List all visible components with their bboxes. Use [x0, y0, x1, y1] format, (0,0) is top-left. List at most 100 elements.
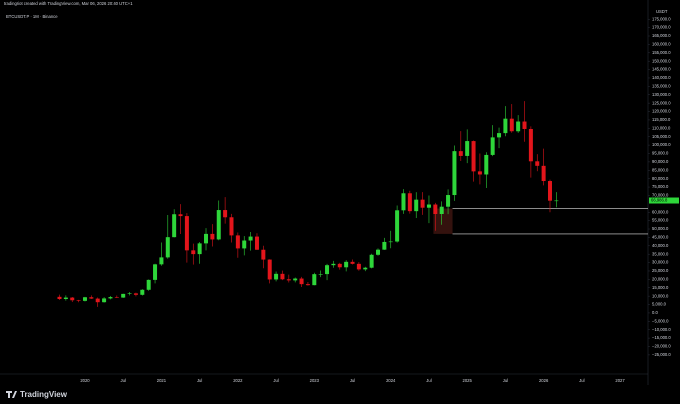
y-tick-label: 70,000.0	[652, 193, 669, 198]
logo-text: TradingView	[20, 390, 68, 399]
candle-body	[350, 261, 355, 264]
y-tick-label: 10,000.0	[652, 293, 669, 298]
x-tick-label: Jul	[426, 378, 431, 383]
y-tick-label: 160,000.0	[652, 42, 671, 47]
y-tick-label: −25,000.0	[652, 352, 671, 357]
candle-body	[407, 193, 412, 212]
candle-body	[95, 298, 100, 303]
candle-body	[127, 293, 132, 294]
candle-body	[477, 171, 482, 175]
y-tick-label: −10,000.0	[652, 327, 671, 332]
y-tick-label: 95,000.0	[652, 151, 669, 156]
symbol-title: BTCUSDT.P · 1M · Binance	[6, 14, 58, 19]
y-tick-label: 20,000.0	[652, 276, 669, 281]
candle-body	[286, 279, 291, 281]
y-tick-label: 125,000.0	[652, 100, 671, 105]
candle-body	[509, 118, 514, 132]
candle-body	[261, 249, 266, 260]
candle-body	[535, 161, 540, 166]
candle-body	[471, 141, 476, 172]
candle-body	[146, 279, 151, 290]
candle-body	[216, 210, 221, 240]
candle-body	[235, 235, 240, 249]
y-tick-label: 150,000.0	[652, 58, 671, 63]
logo-icon	[6, 391, 17, 398]
y-tick-label: 75,000.0	[652, 184, 669, 189]
candle-body	[465, 141, 470, 156]
candle-body	[178, 214, 183, 217]
candle-body	[165, 237, 170, 258]
candle-body	[376, 249, 380, 255]
candle-body	[382, 241, 387, 250]
candle-body	[140, 289, 145, 295]
candle-body	[528, 128, 533, 162]
candle-body	[395, 210, 400, 242]
candle-body	[159, 257, 164, 265]
footer	[0, 385, 680, 404]
candle-body	[280, 273, 285, 280]
candle-body	[356, 263, 361, 270]
candle-body	[70, 297, 75, 301]
candle-body	[452, 151, 457, 196]
candle-body	[420, 199, 425, 208]
last-price-label: 66,986.8	[651, 198, 668, 203]
y-tick-label: 105,000.0	[652, 134, 671, 139]
candle-body	[299, 278, 304, 285]
candle-body	[63, 297, 68, 300]
zone-box	[433, 208, 453, 234]
candle-body	[554, 200, 559, 202]
candle-body	[254, 236, 259, 250]
x-tick-label: 2023	[310, 378, 320, 383]
y-tick-label: 115,000.0	[652, 117, 671, 122]
x-tick-label: 2020	[80, 378, 90, 383]
y-tick-label: 25,000.0	[652, 268, 669, 273]
y-tick-label: 120,000.0	[652, 109, 671, 114]
last-price-tag	[649, 197, 679, 204]
x-tick-label: 2022	[233, 378, 243, 383]
candle-body	[305, 284, 310, 286]
candle-body	[331, 263, 336, 266]
y-tick-label: 15,000.0	[652, 285, 669, 290]
x-tick-label: Jul	[121, 378, 126, 383]
candle-body	[516, 121, 521, 132]
y-tick-label: 130,000.0	[652, 92, 671, 97]
y-tick-label: 100,000.0	[652, 142, 671, 147]
candle-body	[293, 278, 298, 281]
candle-body	[114, 297, 119, 298]
candle-body	[388, 241, 393, 243]
x-tick-label: 2026	[539, 378, 549, 383]
candle-body	[76, 300, 81, 301]
credit: tradingriot created with TradingView.com…	[4, 1, 133, 6]
candle-body	[267, 259, 272, 280]
y-tick-label: 45,000.0	[652, 235, 669, 240]
candle-body	[229, 217, 234, 236]
candle-body	[522, 121, 527, 129]
candle-body	[401, 193, 406, 211]
y-tick-label: 140,000.0	[652, 75, 671, 80]
candle-body	[153, 264, 158, 280]
candle-body	[210, 233, 215, 240]
y-tick-label: 175,000.0	[652, 16, 671, 21]
candle-body	[102, 298, 107, 303]
x-tick-label: Jul	[503, 378, 508, 383]
candle-body	[184, 216, 189, 251]
y-tick-label: 145,000.0	[652, 67, 671, 72]
candle-body	[414, 199, 419, 212]
candle-body	[133, 293, 138, 295]
currency-label: USDT	[656, 9, 668, 14]
candle-body	[439, 206, 444, 214]
candle-body	[344, 261, 349, 268]
candle-body	[337, 263, 342, 268]
y-tick-label: 40,000.0	[652, 243, 669, 248]
candle-body	[82, 297, 87, 301]
candle-body	[121, 293, 126, 298]
candle-body	[369, 254, 374, 268]
candle-body	[248, 236, 253, 241]
y-tick-label: 0.0	[652, 310, 658, 315]
y-tick-label: 30,000.0	[652, 260, 669, 265]
x-tick-label: Jul	[350, 378, 355, 383]
candle-body	[89, 297, 94, 299]
candle-body	[484, 154, 489, 175]
